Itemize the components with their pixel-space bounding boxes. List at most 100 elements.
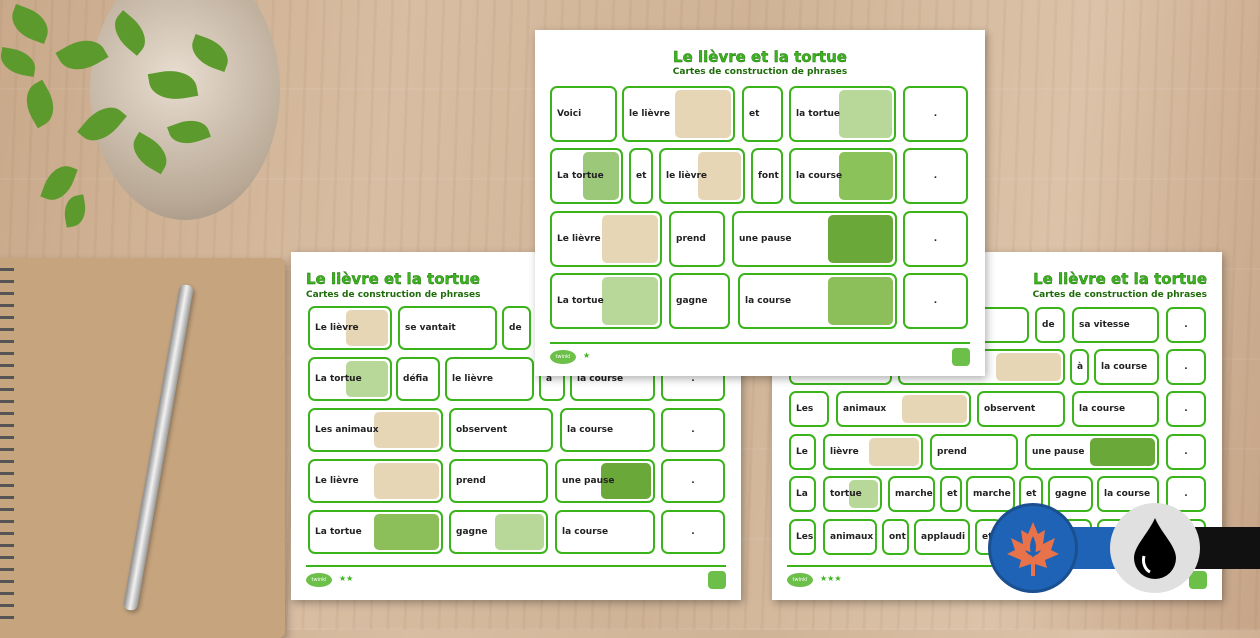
sentence-card[interactable]: la course <box>1072 391 1159 427</box>
sentence-card[interactable]: La tortue <box>308 357 392 401</box>
sentence-card[interactable]: gagne <box>449 510 548 554</box>
sentence-card[interactable]: Le lièvre <box>550 211 662 267</box>
sentence-card[interactable]: gagne <box>1048 476 1093 512</box>
sentence-card[interactable]: Le lièvre <box>308 459 443 503</box>
sentence-card[interactable]: . <box>1166 349 1206 385</box>
sentence-card[interactable]: Le <box>789 434 816 470</box>
card-illustration <box>602 215 658 263</box>
card-illustration <box>346 361 388 397</box>
sentence-card[interactable]: . <box>903 86 968 142</box>
sentence-card[interactable]: Le lièvre <box>308 306 392 350</box>
sentence-card[interactable]: lièvre <box>823 434 923 470</box>
sentence-card[interactable]: et <box>629 148 653 204</box>
sentence-card[interactable]: La <box>789 476 816 512</box>
sentence-card[interactable]: prend <box>669 211 725 267</box>
sentence-card[interactable]: se vantait <box>398 306 497 350</box>
sentence-card[interactable]: à <box>1070 349 1089 385</box>
card-text: et <box>947 489 958 499</box>
card-text: tortue <box>830 489 862 499</box>
sentence-card[interactable]: la course <box>1094 349 1159 385</box>
sentence-card[interactable]: La tortue <box>550 273 662 329</box>
sentence-card[interactable]: observent <box>449 408 553 452</box>
sentence-card[interactable]: une pause <box>1025 434 1159 470</box>
card-text: la course <box>745 296 792 306</box>
card-text: animaux <box>843 404 887 414</box>
sentence-card[interactable]: La tortue <box>308 510 443 554</box>
card-illustration <box>902 395 967 423</box>
sentence-card[interactable]: Voici <box>550 86 617 142</box>
sentence-card[interactable]: . <box>661 408 725 452</box>
card-text: une pause <box>739 234 792 244</box>
sentence-card[interactable]: une pause <box>732 211 897 267</box>
card-text: lièvre <box>830 447 859 457</box>
sentence-card[interactable]: . <box>903 211 968 267</box>
card-text: la course <box>567 425 614 435</box>
sentence-card[interactable]: la course <box>560 408 655 452</box>
sentence-card[interactable]: applaudi <box>914 519 970 555</box>
sentence-card[interactable]: Les animaux <box>308 408 443 452</box>
twinkl-logo: twinkl <box>306 573 332 587</box>
sheet-subtitle: Cartes de construction de phrases <box>672 67 848 77</box>
sentence-card[interactable]: marche <box>888 476 935 512</box>
sentence-card[interactable]: animaux <box>823 519 877 555</box>
sentence-card[interactable]: et <box>940 476 962 512</box>
sentence-card[interactable]: de <box>502 306 531 350</box>
sentence-card[interactable]: la course <box>789 148 897 204</box>
sentence-card[interactable]: la tortue <box>789 86 896 142</box>
sentence-card[interactable]: . <box>1166 391 1206 427</box>
sentence-card[interactable]: la course <box>555 510 655 554</box>
card-text: . <box>691 374 695 384</box>
sentence-card[interactable]: de <box>1035 307 1065 343</box>
card-text: La <box>796 489 808 499</box>
card-text: une pause <box>1032 447 1085 457</box>
sentence-card[interactable]: animaux <box>836 391 971 427</box>
card-text: La tortue <box>315 374 362 384</box>
sentence-card[interactable]: marche <box>966 476 1015 512</box>
sentence-card[interactable]: et <box>742 86 783 142</box>
card-text: et <box>636 171 647 181</box>
sentence-card[interactable]: Les <box>789 519 816 555</box>
sentence-card[interactable]: . <box>1166 434 1206 470</box>
sheet-title: Le lièvre et la tortue <box>673 48 847 66</box>
worksheet-level-1: Le lièvre et la tortue Cartes de construc… <box>535 30 985 376</box>
sentence-card[interactable]: . <box>903 148 968 204</box>
sentence-card[interactable]: la course <box>738 273 897 329</box>
sentence-card[interactable]: tortue <box>823 476 882 512</box>
card-text: Le lièvre <box>557 234 601 244</box>
card-text: La tortue <box>557 296 604 306</box>
sentence-card[interactable]: prend <box>449 459 548 503</box>
sentence-card[interactable]: Les <box>789 391 829 427</box>
card-text: la course <box>1104 489 1151 499</box>
card-illustration <box>828 215 893 263</box>
sheet-title: Le lièvre et la tortue <box>306 270 480 288</box>
sentence-card[interactable]: prend <box>930 434 1018 470</box>
sentence-card[interactable]: . <box>1166 307 1206 343</box>
card-text: le lièvre <box>629 109 671 119</box>
sentence-card[interactable]: observent <box>977 391 1065 427</box>
footer-line <box>306 565 726 567</box>
card-text: prend <box>456 476 486 486</box>
card-text: la course <box>1101 362 1148 372</box>
sentence-card[interactable]: le lièvre <box>659 148 745 204</box>
sentence-card[interactable]: une pause <box>555 459 655 503</box>
sentence-card[interactable]: La tortue <box>550 148 623 204</box>
card-text: gagne <box>1055 489 1087 499</box>
card-text: . <box>691 527 695 537</box>
sentence-card[interactable]: . <box>661 510 725 554</box>
sentence-card[interactable]: le lièvre <box>622 86 735 142</box>
sentence-card[interactable]: ont <box>882 519 909 555</box>
difficulty-stars: ★ <box>583 351 591 360</box>
card-text: marche <box>973 489 1011 499</box>
sentence-card[interactable]: défia <box>396 357 440 401</box>
card-text: la course <box>1079 404 1126 414</box>
sentence-card[interactable]: gagne <box>669 273 730 329</box>
card-text: La tortue <box>315 527 362 537</box>
sentence-card[interactable]: le lièvre <box>445 357 534 401</box>
sentence-card[interactable]: . <box>661 459 725 503</box>
sentence-card[interactable]: font <box>751 148 783 204</box>
card-text: . <box>933 109 938 119</box>
sentence-card[interactable]: . <box>903 273 968 329</box>
sentence-card[interactable]: sa vitesse <box>1072 307 1159 343</box>
card-text: . <box>691 425 695 435</box>
card-text: se vantait <box>405 323 456 333</box>
